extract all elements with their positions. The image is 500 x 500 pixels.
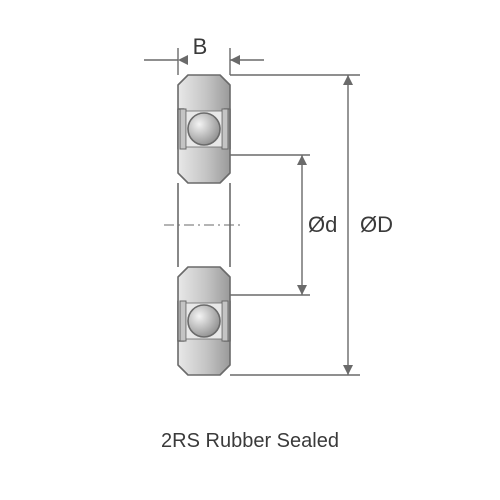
caption: 2RS Rubber Sealed bbox=[0, 430, 500, 453]
diagram-stage: B ØD Ød 2RS Rubber Sealed bbox=[0, 0, 500, 500]
bearing-diagram-svg: B ØD Ød bbox=[0, 0, 500, 500]
svg-text:B: B bbox=[193, 34, 208, 59]
svg-text:ØD: ØD bbox=[360, 212, 393, 237]
svg-text:Ød: Ød bbox=[308, 212, 337, 237]
